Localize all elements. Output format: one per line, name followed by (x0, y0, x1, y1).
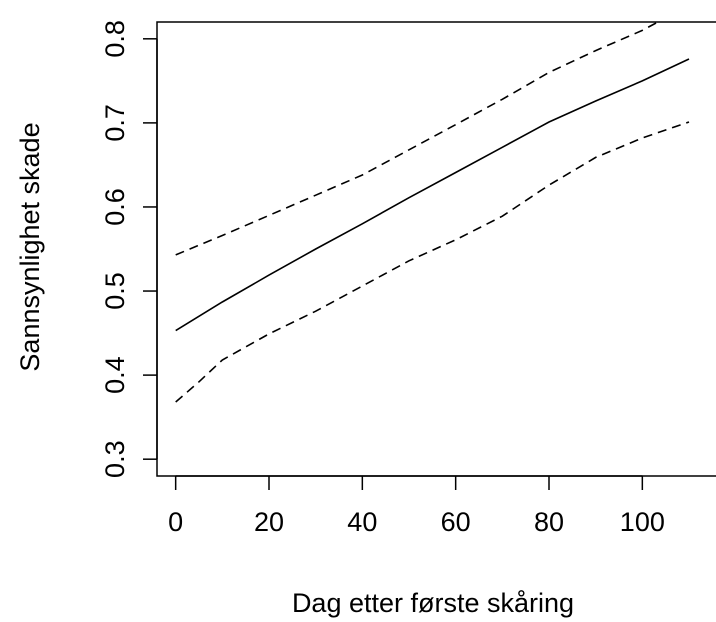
y-axis: 0.3 0.4 0.5 0.6 0.7 0.8 (100, 20, 158, 478)
x-tick-label: 40 (347, 507, 377, 537)
upper-confidence-line (175, 22, 660, 256)
y-tick-label: 0.5 (100, 272, 130, 310)
x-axis-title: Dag etter første skåring (292, 588, 574, 618)
x-tick-label: 0 (168, 507, 183, 537)
series-layer (175, 22, 690, 403)
y-tick-label: 0.7 (100, 104, 130, 142)
fitted-line (175, 58, 690, 332)
y-tick-label: 0.4 (100, 356, 130, 394)
x-axis: 0 20 40 60 80 100 (168, 475, 665, 537)
x-tick-label: 20 (254, 507, 284, 537)
lower-confidence-line (175, 121, 690, 403)
y-tick-label: 0.6 (100, 188, 130, 226)
x-tick-label: 60 (441, 507, 471, 537)
y-axis-title: Sannsynlighet skade (15, 122, 45, 371)
y-tick-label: 0.3 (100, 440, 130, 478)
x-tick-label: 100 (620, 507, 665, 537)
x-tick-label: 80 (534, 507, 564, 537)
y-tick-label: 0.8 (100, 20, 130, 58)
